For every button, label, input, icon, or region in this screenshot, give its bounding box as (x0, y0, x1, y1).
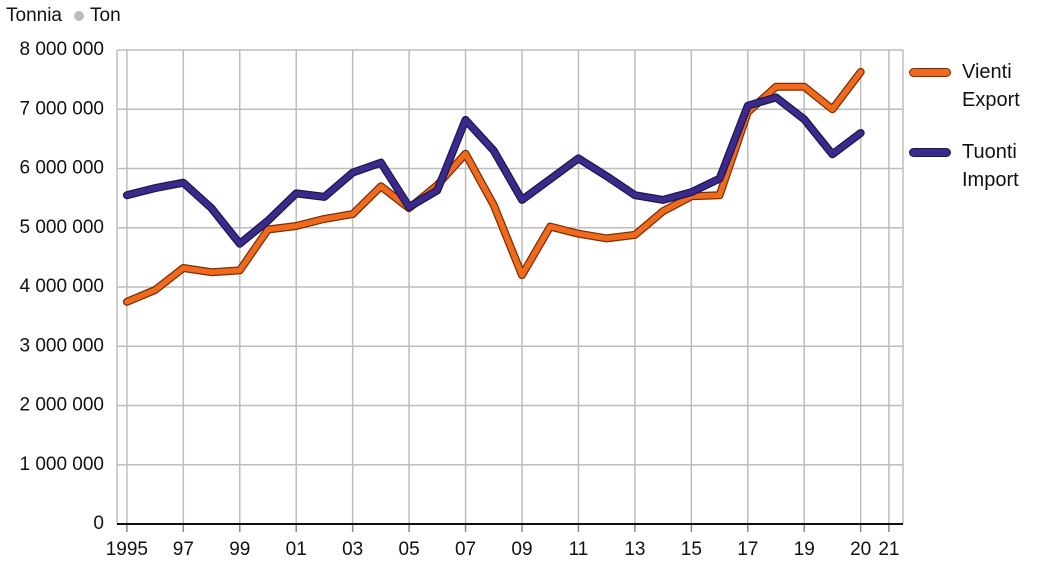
legend-swatch (910, 69, 950, 76)
legend-item: Vienti Export (910, 58, 1040, 114)
x-tick-label: 09 (511, 539, 532, 560)
legend-item: Tuonti Import (910, 138, 1040, 194)
legend-label: Vienti Export (962, 61, 1020, 111)
line-outline (122, 93, 865, 248)
y-tick-label: 1 000 000 (19, 454, 104, 475)
x-tick-label: 99 (229, 539, 250, 560)
legend-swatch (910, 149, 950, 156)
x-tick-label: 20 (850, 539, 871, 560)
x-tick-label: 05 (399, 539, 420, 560)
y-tick-label: 3 000 000 (19, 335, 104, 356)
x-tick-label: 03 (342, 539, 363, 560)
x-tick-label: 11 (569, 539, 589, 560)
x-tick-label: 01 (286, 539, 307, 560)
y-tick-label: 6 000 000 (19, 158, 104, 179)
x-tick-label: 13 (624, 539, 645, 560)
x-tick-label: 15 (681, 539, 702, 560)
unit-label-alt: Ton (90, 5, 121, 26)
x-tick-label: 21 (878, 539, 899, 560)
y-tick-label: 2 000 000 (19, 395, 104, 416)
y-tick-label: 8 000 000 (19, 39, 104, 60)
y-tick-label: 0 (93, 513, 104, 534)
y-tick-label: 4 000 000 (19, 276, 104, 297)
x-tick-label: 07 (455, 539, 476, 560)
x-tick-label: 17 (737, 539, 758, 560)
y-tick-label: 5 000 000 (19, 217, 104, 238)
x-tick-label: 19 (794, 539, 815, 560)
line (124, 94, 864, 247)
unit-separator (74, 11, 84, 21)
unit-label: Tonnia (6, 5, 62, 26)
x-tick-label: 97 (173, 539, 194, 560)
x-tick-label: 1995 (106, 539, 148, 560)
y-tick-label: 7 000 000 (19, 98, 104, 119)
legend-label: Tuonti Import (962, 141, 1019, 191)
